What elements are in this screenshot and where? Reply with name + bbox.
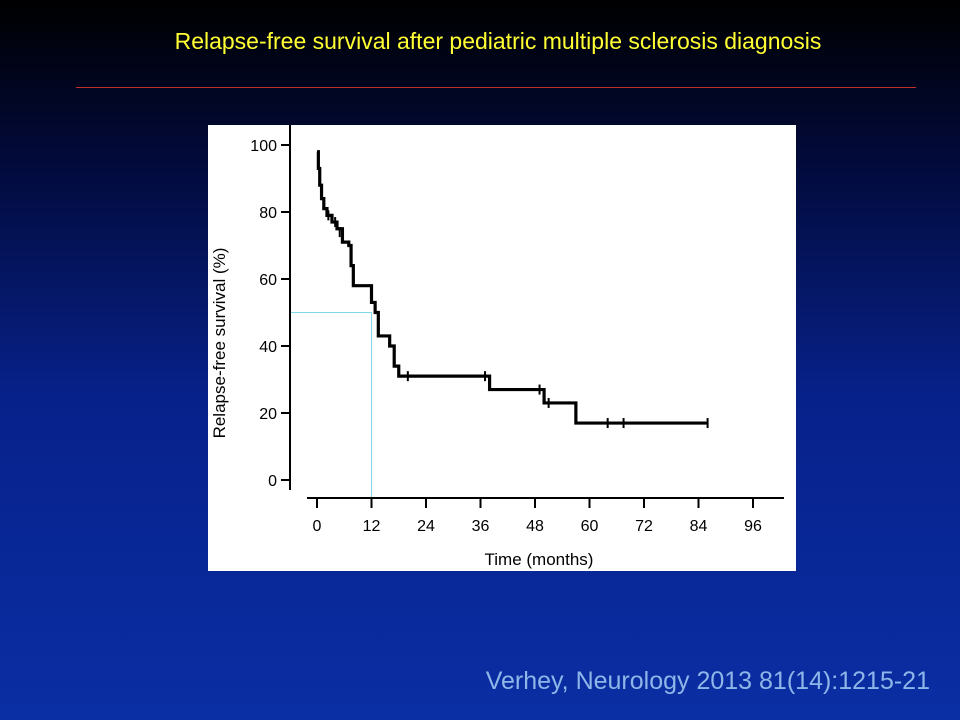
x-tick-label: 24 — [417, 518, 435, 535]
x-tick-label: 48 — [526, 518, 544, 535]
x-tick-label: 36 — [472, 518, 490, 535]
y-tick-label: 80 — [259, 205, 277, 222]
y-tick-label: 40 — [259, 339, 277, 356]
x-tick-label: 12 — [363, 518, 381, 535]
y-axis-label: Relapse-free survival (%) — [210, 248, 229, 439]
y-tick-label: 60 — [259, 272, 277, 289]
title-divider — [76, 87, 916, 88]
x-axis-label: Time (months) — [485, 550, 594, 569]
survival-chart: 0 20 40 60 80 100 0 12 24 36 48 60 72 84 96 Relapse-fr… — [210, 125, 784, 569]
x-tick-label: 72 — [635, 518, 653, 535]
survival-curve — [316, 150, 708, 425]
x-tick-label: 96 — [744, 518, 762, 535]
x-tick-label: 0 — [313, 518, 322, 535]
citation: Verhey, Neurology 2013 81(14):1215-21 — [485, 667, 930, 695]
y-tick-label: 100 — [250, 138, 277, 155]
chart-panel: 0 20 40 60 80 100 0 12 24 36 48 60 72 84 96 Relapse-fr… — [208, 125, 796, 571]
y-tick-label: 0 — [268, 473, 277, 490]
y-tick-label: 20 — [259, 406, 277, 423]
slide-title: Relapse-free survival after pediatric mu… — [174, 28, 822, 54]
x-tick-label: 60 — [581, 518, 599, 535]
x-tick-label: 84 — [690, 518, 708, 535]
